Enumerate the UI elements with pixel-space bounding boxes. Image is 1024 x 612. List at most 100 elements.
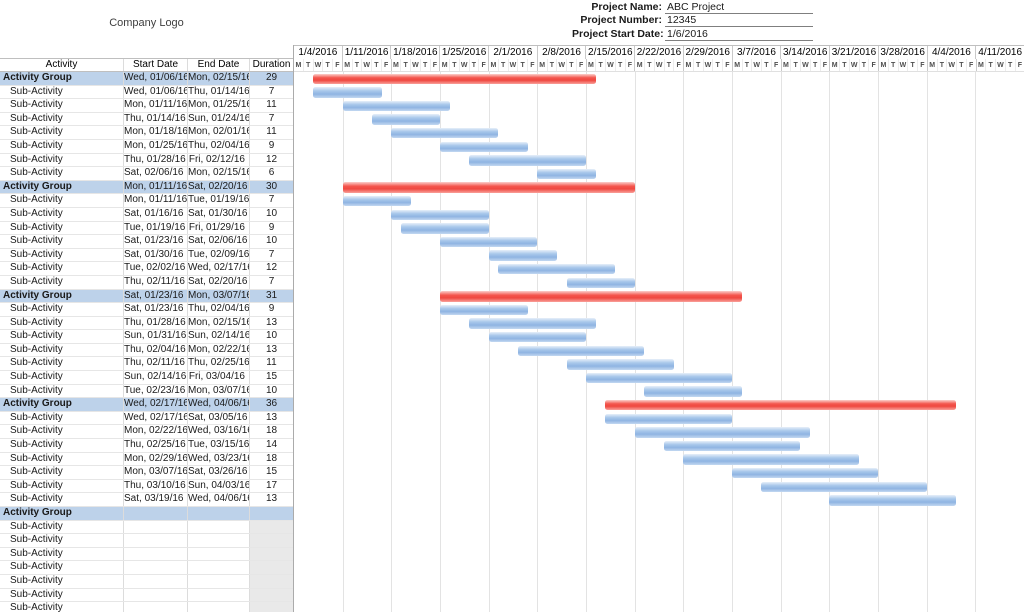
start-date-cell[interactable]: Wed, 02/17/16	[124, 411, 188, 425]
start-date-cell[interactable]: Thu, 01/28/16	[124, 153, 188, 167]
end-date-cell[interactable]: Wed, 04/06/16	[188, 398, 250, 411]
task-row[interactable]: Sub-Activity Thu, 01/28/16 Mon, 02/15/16…	[0, 316, 293, 331]
project-start-date-value[interactable]: 1/6/2016	[665, 28, 813, 41]
column-header-end-date[interactable]: End Date	[188, 59, 250, 71]
end-date-cell[interactable]: Sun, 04/03/16	[188, 479, 250, 493]
task-row[interactable]: Activity Group	[0, 507, 293, 521]
activity-cell[interactable]: Sub-Activity	[0, 588, 124, 602]
start-date-cell[interactable]: Thu, 02/04/16	[124, 343, 188, 357]
start-date-cell[interactable]: Thu, 01/28/16	[124, 316, 188, 330]
task-row[interactable]: Sub-Activity	[0, 534, 293, 548]
start-date-cell[interactable]: Mon, 03/07/16	[124, 466, 188, 479]
duration-cell[interactable]: 7	[268, 248, 275, 260]
start-date-cell[interactable]: Mon, 01/11/16	[124, 99, 188, 112]
activity-cell[interactable]: Sub-Activity	[0, 411, 124, 425]
activity-cell[interactable]: Sub-Activity	[0, 439, 124, 452]
task-row[interactable]: Sub-Activity Sat, 01/23/16 Sat, 02/06/16…	[0, 235, 293, 249]
task-row[interactable]: Sub-Activity	[0, 561, 293, 575]
task-row[interactable]: Sub-Activity	[0, 588, 293, 603]
duration-cell[interactable]: 18	[265, 425, 278, 437]
activity-cell[interactable]: Sub-Activity	[0, 303, 124, 316]
task-row[interactable]: Sub-Activity Mon, 01/25/16 Thu, 02/04/16…	[0, 139, 293, 154]
start-date-cell[interactable]: Sat, 03/19/16	[124, 493, 188, 506]
start-date-cell[interactable]: Thu, 03/10/16	[124, 479, 188, 493]
activity-cell[interactable]: Activity Group	[0, 507, 124, 520]
activity-cell[interactable]: Sub-Activity	[0, 221, 124, 235]
activity-cell[interactable]: Sub-Activity	[0, 493, 124, 506]
task-row[interactable]: Sub-Activity Thu, 02/04/16 Mon, 02/22/16…	[0, 343, 293, 358]
duration-cell[interactable]: 15	[265, 466, 278, 478]
start-date-cell[interactable]: Thu, 02/25/16	[124, 439, 188, 452]
activity-cell[interactable]: Sub-Activity	[0, 466, 124, 479]
activity-cell[interactable]: Activity Group	[0, 398, 124, 411]
activity-cell[interactable]: Sub-Activity	[0, 139, 124, 153]
duration-cell[interactable]: 12	[265, 153, 278, 165]
start-date-cell[interactable]	[124, 534, 188, 547]
end-date-cell[interactable]	[188, 574, 250, 588]
activity-cell[interactable]: Sub-Activity	[0, 316, 124, 330]
end-date-cell[interactable]: Thu, 02/04/16	[188, 303, 250, 316]
activity-cell[interactable]: Sub-Activity	[0, 207, 124, 221]
task-row[interactable]: Sub-Activity Mon, 03/07/16 Sat, 03/26/16…	[0, 466, 293, 480]
end-date-cell[interactable]	[188, 507, 250, 520]
start-date-cell[interactable]: Mon, 01/25/16	[124, 139, 188, 153]
end-date-cell[interactable]: Tue, 01/19/16	[188, 194, 250, 207]
project-number-value[interactable]: 12345	[665, 14, 813, 28]
column-header-activity[interactable]: Activity	[0, 59, 124, 71]
duration-cell[interactable]: 10	[265, 330, 278, 342]
task-row[interactable]: Sub-Activity Mon, 01/18/16 Mon, 02/01/16…	[0, 126, 293, 140]
activity-cell[interactable]: Sub-Activity	[0, 275, 124, 289]
task-row[interactable]: Sub-Activity Sat, 01/16/16 Sat, 01/30/16…	[0, 207, 293, 222]
activity-cell[interactable]: Sub-Activity	[0, 343, 124, 357]
task-row[interactable]: Activity Group Wed, 01/06/16 Mon, 02/15/…	[0, 72, 293, 86]
duration-cell[interactable]: 9	[268, 139, 275, 151]
duration-cell[interactable]: 6	[268, 167, 275, 179]
duration-cell[interactable]: 18	[265, 452, 278, 464]
end-date-cell[interactable]: Mon, 03/07/16	[188, 384, 250, 398]
end-date-cell[interactable]: Tue, 02/09/16	[188, 248, 250, 262]
end-date-cell[interactable]: Sun, 01/24/16	[188, 112, 250, 126]
duration-cell[interactable]: 14	[265, 439, 278, 451]
duration-cell[interactable]: 17	[265, 479, 278, 491]
activity-cell[interactable]: Sub-Activity	[0, 112, 124, 126]
task-row[interactable]: Sub-Activity Mon, 01/11/16 Mon, 01/25/16…	[0, 99, 293, 113]
start-date-cell[interactable]: Thu, 02/11/16	[124, 357, 188, 371]
start-date-cell[interactable]: Sat, 01/23/16	[124, 289, 188, 303]
activity-cell[interactable]: Activity Group	[0, 289, 124, 303]
end-date-cell[interactable]: Tue, 03/15/16	[188, 439, 250, 452]
project-name-value[interactable]: ABC Project	[665, 1, 813, 15]
end-date-cell[interactable]	[188, 547, 250, 561]
end-date-cell[interactable]: Sun, 02/14/16	[188, 330, 250, 343]
start-date-cell[interactable]: Tue, 02/23/16	[124, 384, 188, 398]
duration-cell[interactable]: 11	[266, 126, 277, 138]
end-date-cell[interactable]	[188, 534, 250, 547]
end-date-cell[interactable]: Mon, 02/22/16	[188, 343, 250, 357]
start-date-cell[interactable]: Sat, 01/30/16	[124, 248, 188, 262]
duration-cell[interactable]	[250, 520, 293, 534]
end-date-cell[interactable]: Fri, 01/29/16	[188, 221, 250, 235]
activity-cell[interactable]: Sub-Activity	[0, 167, 124, 180]
end-date-cell[interactable]: Mon, 02/01/16	[188, 126, 250, 139]
task-row[interactable]: Sub-Activity	[0, 602, 293, 612]
activity-cell[interactable]: Sub-Activity	[0, 85, 124, 99]
end-date-cell[interactable]: Sat, 02/06/16	[188, 235, 250, 248]
column-header-duration[interactable]: Duration	[252, 59, 291, 70]
duration-cell[interactable]: 7	[268, 194, 275, 206]
end-date-cell[interactable]	[188, 520, 250, 534]
task-row[interactable]: Sub-Activity Sun, 01/31/16 Sun, 02/14/16…	[0, 330, 293, 344]
end-date-cell[interactable]	[188, 588, 250, 602]
activity-cell[interactable]: Sub-Activity	[0, 99, 124, 112]
start-date-cell[interactable]	[124, 507, 188, 520]
activity-cell[interactable]: Sub-Activity	[0, 235, 124, 248]
activity-cell[interactable]: Sub-Activity	[0, 561, 124, 574]
end-date-cell[interactable]: Thu, 02/04/16	[188, 139, 250, 153]
duration-cell[interactable]: 7	[268, 275, 275, 287]
task-row[interactable]: Sub-Activity Wed, 01/06/16 Thu, 01/14/16…	[0, 85, 293, 100]
duration-cell[interactable]	[250, 602, 293, 612]
end-date-cell[interactable]: Mon, 03/07/16	[188, 289, 250, 303]
start-date-cell[interactable]: Mon, 01/11/16	[124, 180, 188, 194]
start-date-cell[interactable]: Wed, 01/06/16	[124, 85, 188, 99]
duration-cell[interactable]	[250, 547, 293, 561]
start-date-cell[interactable]: Mon, 01/11/16	[124, 194, 188, 207]
end-date-cell[interactable]: Mon, 02/15/16	[188, 72, 250, 85]
